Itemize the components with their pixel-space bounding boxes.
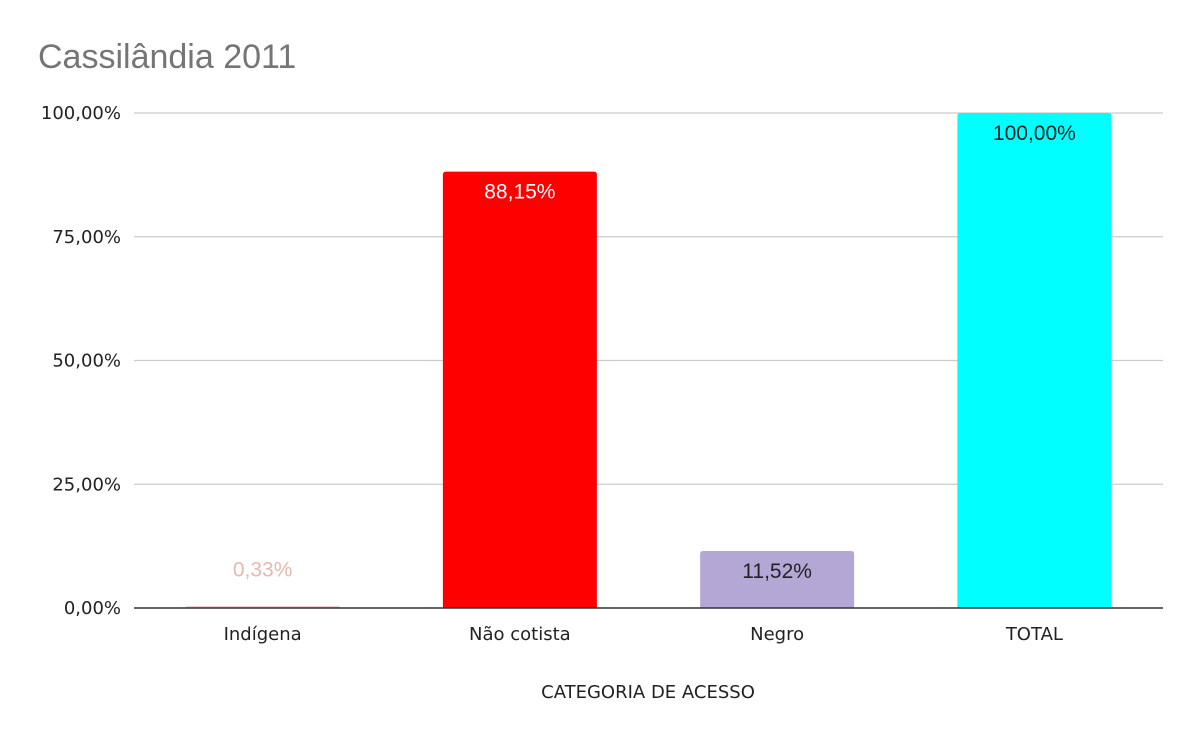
x-axis-title: CATEGORIA DE ACESSO <box>541 682 755 703</box>
bar <box>442 171 597 608</box>
data-label: 0,33% <box>233 558 293 581</box>
y-axis-ticks: 0,00% 25,00% 50,00% 75,00% 100,00% <box>41 103 121 619</box>
y-tick-label: 50,00% <box>52 351 121 372</box>
bar <box>957 113 1112 608</box>
data-label: 88,15% <box>484 181 555 204</box>
bars: 0,33% 88,15% 11,52% 100,00% <box>185 113 1112 608</box>
x-category-label: TOTAL <box>1005 624 1063 645</box>
data-label: 11,52% <box>742 560 812 583</box>
x-axis-categories: Indígena Não cotista Negro TOTAL <box>224 624 1063 645</box>
x-category-label: Indígena <box>224 624 302 645</box>
y-tick-label: 0,00% <box>64 598 121 619</box>
x-category-label: Não cotista <box>469 624 571 645</box>
data-label: 100,00% <box>993 122 1076 145</box>
chart-title: Cassilândia 2011 <box>38 38 296 76</box>
y-tick-label: 100,00% <box>41 103 121 124</box>
x-category-label: Negro <box>750 624 804 645</box>
y-tick-label: 75,00% <box>52 227 121 248</box>
bar <box>700 550 855 608</box>
y-tick-label: 25,00% <box>52 474 121 495</box>
